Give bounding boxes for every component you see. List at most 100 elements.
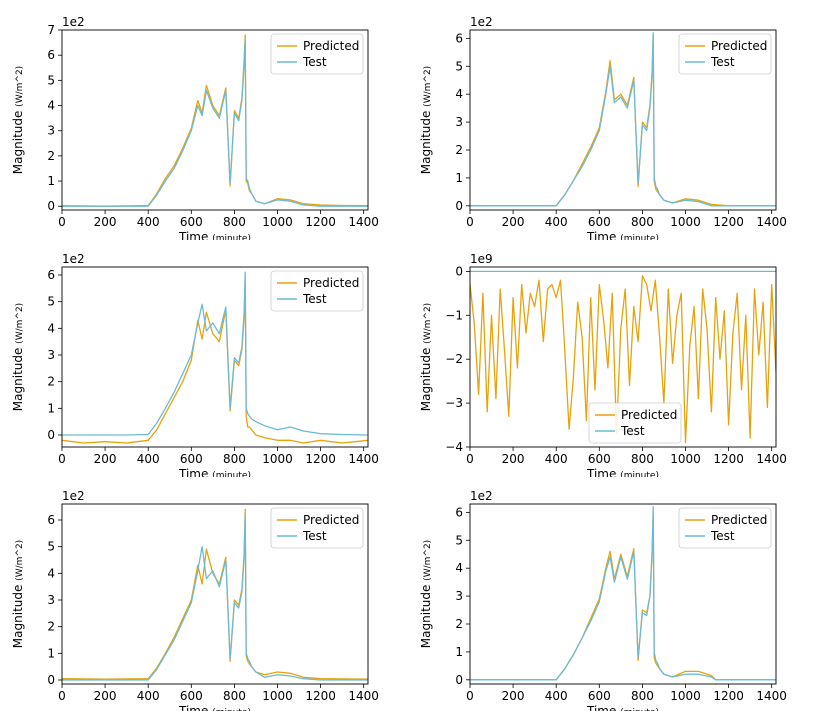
- legend: Predicted Test: [270, 507, 364, 549]
- y-tick-label: 6: [47, 268, 55, 282]
- y-tick-label: 4: [455, 561, 463, 575]
- legend-box: [588, 402, 682, 444]
- x-axis-label: Time (minute): [586, 467, 659, 477]
- x-axis-unit: (minute): [212, 471, 251, 477]
- y-axis-label: Magnitude (W/m^2): [11, 303, 25, 411]
- x-tick-label: 200: [94, 689, 117, 703]
- y-axis-unit: (W/m^2): [423, 540, 433, 581]
- x-tick-label: 800: [631, 452, 654, 466]
- y-tick-label: 2: [47, 375, 55, 389]
- x-axis-label: Time (minute): [178, 467, 251, 477]
- x-axis-unit: (minute): [620, 234, 659, 240]
- y-tick-label: 0: [455, 199, 463, 213]
- y-axis-label-text: Magnitude: [419, 581, 433, 648]
- y-axis-unit: (W/m^2): [423, 303, 433, 344]
- y-axis-label: Magnitude (W/m^2): [11, 66, 25, 174]
- x-axis-unit: (minute): [620, 471, 659, 477]
- y-axis-label-text: Magnitude: [419, 344, 433, 411]
- y-axis-unit: (W/m^2): [15, 540, 25, 581]
- x-tick-label: 200: [502, 452, 525, 466]
- x-tick-label: 600: [588, 689, 611, 703]
- chart-panel-2: 0 200 400 600 800 1000 1200 1400 0 1 2 3 4 5 6 1e2 Time …: [419, 15, 787, 240]
- plot-area: [470, 32, 776, 207]
- x-tick-label: 400: [137, 452, 160, 466]
- legend-label-test: Test: [710, 529, 735, 543]
- y-tick-label: 5: [47, 73, 55, 87]
- legend-box: [270, 507, 364, 549]
- x-tick-label: 1000: [670, 215, 701, 229]
- y-tick-label: 0: [455, 673, 463, 687]
- x-tick-label: 800: [631, 689, 654, 703]
- y-axis-label: Magnitude (W/m^2): [419, 303, 433, 411]
- x-tick-label: 1400: [348, 215, 379, 229]
- y-tick-label: 2: [47, 149, 55, 163]
- legend-label-predicted: Predicted: [711, 513, 767, 527]
- x-tick-label: 800: [223, 689, 246, 703]
- x-tick-label: 800: [223, 452, 246, 466]
- legend-label-test: Test: [620, 424, 645, 438]
- legend-box: [270, 270, 364, 312]
- y-tick-label: 3: [455, 589, 463, 603]
- legend-box: [678, 507, 772, 549]
- y-axis-unit: (W/m^2): [423, 66, 433, 107]
- x-axis-unit: (minute): [212, 234, 251, 240]
- y-tick-label: −4: [445, 440, 463, 454]
- x-axis-label-text: Time: [586, 230, 620, 240]
- axes-frame: [61, 29, 369, 211]
- y-tick-label: 4: [47, 99, 55, 113]
- y-tick-label: 5: [47, 295, 55, 309]
- x-axis-label-text: Time: [586, 704, 620, 711]
- axis-multiplier: 1e9: [470, 252, 493, 266]
- x-tick-label: 1200: [305, 215, 336, 229]
- axes-frame: [61, 266, 369, 448]
- axis-multiplier: 1e2: [62, 489, 85, 503]
- axes-frame: [61, 503, 369, 685]
- series-line-test: [62, 271, 368, 436]
- x-tick-label: 1000: [262, 452, 293, 466]
- legend-label-predicted: Predicted: [303, 276, 359, 290]
- chart-panel-5: 0 200 400 600 800 1000 1200 1400 0 1 2 3 4 5 6 1e2 Time …: [11, 489, 379, 711]
- x-tick-label: 800: [631, 215, 654, 229]
- legend-label-predicted: Predicted: [621, 408, 677, 422]
- x-tick-label: 0: [466, 689, 474, 703]
- series-line-predicted: [62, 34, 368, 207]
- x-tick-label: 200: [502, 689, 525, 703]
- y-tick-label: 2: [455, 143, 463, 157]
- y-axis-label-text: Magnitude: [11, 107, 25, 174]
- x-axis-label: Time (minute): [586, 230, 659, 240]
- chart-panel-4: 0 200 400 600 800 1000 1200 1400 0 −1 −2 −3 −4 1e9 Tim…: [419, 252, 787, 477]
- series-line-test: [62, 514, 368, 681]
- axes-frame: [469, 266, 777, 448]
- y-tick-label: 1: [47, 174, 55, 188]
- x-tick-label: 1400: [348, 689, 379, 703]
- legend-box: [678, 33, 772, 75]
- axis-multiplier: 1e2: [62, 252, 85, 266]
- legend-label-test: Test: [302, 292, 327, 306]
- x-tick-label: 400: [545, 689, 568, 703]
- axis-multiplier: 1e2: [62, 15, 85, 29]
- x-tick-label: 600: [180, 215, 203, 229]
- y-tick-label: 1: [455, 171, 463, 185]
- y-tick-label: 6: [47, 48, 55, 62]
- y-axis-label-text: Magnitude: [11, 344, 25, 411]
- legend: Predicted Test: [678, 33, 772, 75]
- y-tick-label: 2: [47, 620, 55, 634]
- x-tick-label: 400: [137, 215, 160, 229]
- x-tick-label: 1000: [262, 689, 293, 703]
- y-axis-unit: (W/m^2): [15, 303, 25, 344]
- y-tick-label: −1: [445, 308, 463, 322]
- legend-label-test: Test: [710, 55, 735, 69]
- y-axis-label: Magnitude (W/m^2): [419, 66, 433, 174]
- y-tick-label: 0: [47, 673, 55, 687]
- plot-area: [62, 34, 368, 207]
- y-tick-label: 5: [455, 59, 463, 73]
- x-tick-label: 0: [58, 452, 66, 466]
- x-tick-label: 1400: [756, 452, 787, 466]
- y-tick-label: −3: [445, 396, 463, 410]
- legend-label-test: Test: [302, 55, 327, 69]
- x-tick-label: 1200: [305, 452, 336, 466]
- y-tick-label: 0: [455, 264, 463, 278]
- x-tick-label: 1000: [670, 689, 701, 703]
- chart-panel-3: 0 200 400 600 800 1000 1200 1400 0 1 2 3 4 5 6 1e2 Time …: [11, 252, 379, 477]
